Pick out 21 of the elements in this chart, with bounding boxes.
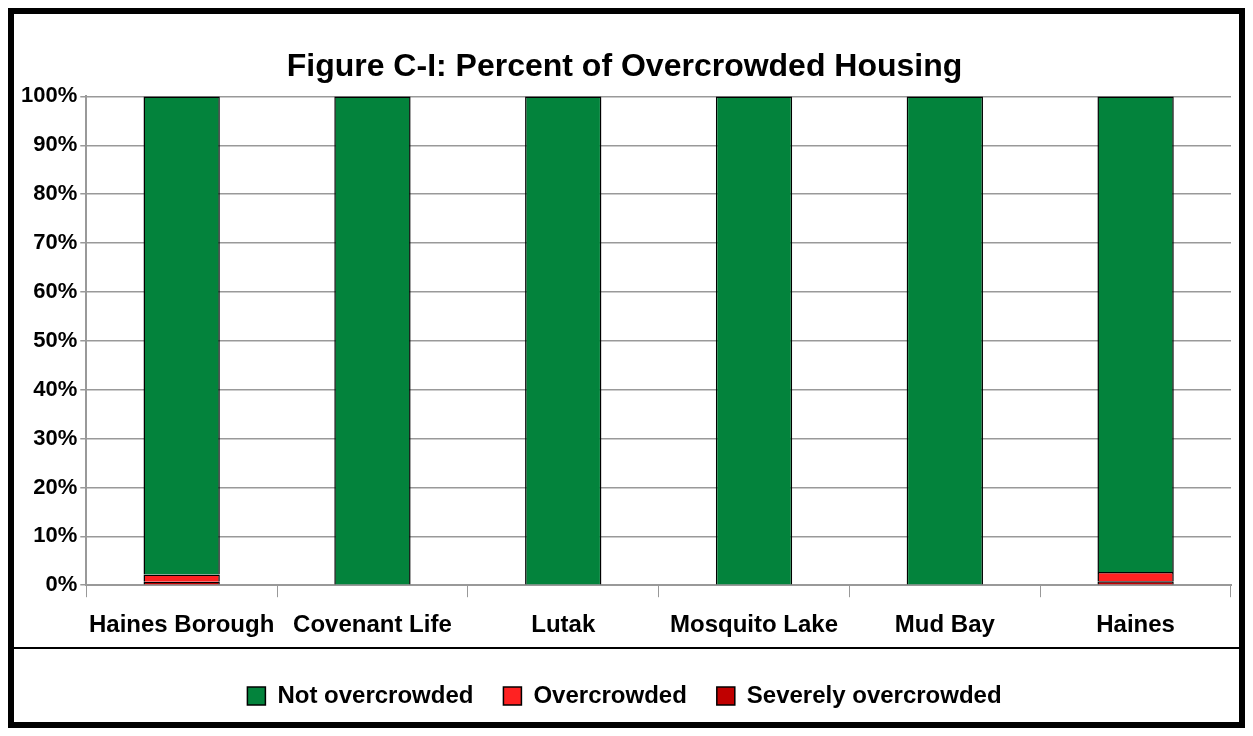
legend-label: Severely overcrowded — [746, 680, 1002, 708]
x-tick-label: Haines Borough — [88, 610, 275, 638]
legend-label: Overcrowded — [533, 680, 687, 708]
y-tick-label: 60% — [33, 277, 78, 303]
y-tick-label: 70% — [33, 229, 78, 255]
x-tick-label: Haines — [1096, 610, 1175, 638]
legend-label: Not overcrowded — [277, 680, 474, 708]
y-tick-label: 10% — [33, 522, 78, 548]
y-tick-label: 80% — [33, 180, 78, 206]
y-tick-label: 40% — [33, 375, 78, 401]
y-tick-label: 50% — [33, 326, 78, 352]
x-tick-label: Mosquito Lake — [670, 610, 839, 638]
y-tick-label: 20% — [33, 473, 78, 499]
x-tick-label: Mud Bay — [894, 610, 996, 638]
y-tick-label: 30% — [33, 424, 78, 450]
x-tick-label: Lutak — [531, 610, 596, 638]
x-tick-label: Covenant Life — [293, 610, 452, 638]
chart-title: Figure C-I: Percent of Overcrowded Housing — [286, 47, 963, 84]
y-tick-label: 0% — [45, 571, 78, 597]
y-tick-label: 100% — [20, 82, 78, 108]
y-tick-label: 90% — [33, 131, 78, 157]
